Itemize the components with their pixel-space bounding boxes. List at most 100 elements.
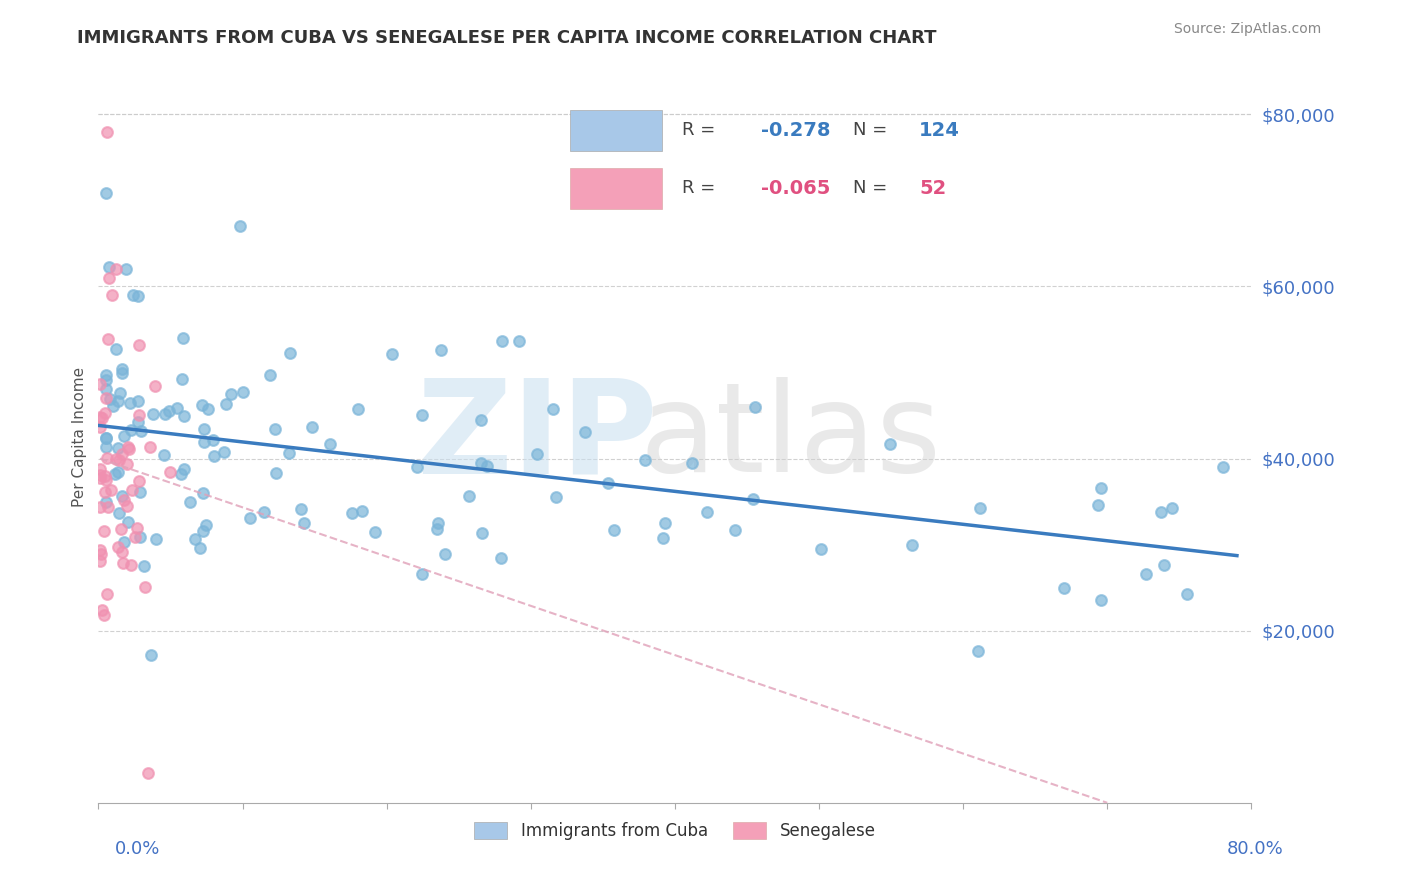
Point [111,447,134,461]
Point [411,409,433,423]
Point [744,401,766,415]
Point [98,271,121,285]
Point [120,558,142,573]
Point [107,394,129,409]
Point [967,644,990,658]
Point [121,423,143,437]
Point [89,462,111,476]
Point [112,534,135,549]
Point [104,342,127,356]
Point [471,526,494,541]
Point [603,523,626,537]
Point [157,404,180,418]
Point [190,541,212,556]
Point [90,603,112,617]
Point [115,457,138,471]
Point [96,125,118,139]
Point [96,186,118,201]
Point [598,475,620,490]
Point [96,391,118,405]
Point [1087,498,1109,512]
Point [107,441,129,455]
Point [741,492,763,507]
Point [193,486,215,500]
Point [193,435,215,450]
Point [89,470,111,484]
Point [633,452,655,467]
Point [94,485,117,500]
Point [112,493,135,508]
Point [89,409,111,424]
Point [1135,566,1157,581]
Point [108,453,131,467]
Point [172,331,194,345]
Point [651,531,673,545]
Text: IMMIGRANTS FROM CUBA VS SENEGALESE PER CAPITA INCOME CORRELATION CHART: IMMIGRANTS FROM CUBA VS SENEGALESE PER C… [77,29,936,46]
Point [170,372,193,386]
Point [1160,500,1182,515]
Point [489,551,512,566]
Point [117,440,139,454]
Point [681,457,703,471]
Legend: Immigrants from Cuba, Senegalese: Immigrants from Cuba, Senegalese [467,815,883,847]
Point [1175,586,1198,600]
Text: atlas: atlas [640,376,941,498]
Point [111,366,134,380]
Point [350,503,373,517]
Point [253,504,276,518]
Point [347,401,370,416]
Point [91,411,114,425]
Point [197,401,219,416]
Point [969,501,991,516]
Point [193,422,215,436]
Point [696,505,718,519]
Point [89,500,111,514]
Point [1153,558,1175,573]
Point [94,368,117,383]
Point [426,522,449,536]
Point [1090,482,1112,496]
Point [132,558,155,573]
Point [526,447,548,461]
Point [94,374,117,388]
Point [105,262,128,277]
Point [145,532,167,546]
Point [405,459,427,474]
Point [100,483,122,498]
Point [131,425,153,439]
Point [239,511,262,525]
Point [290,502,312,516]
Point [201,434,224,448]
Point [1053,582,1076,596]
Text: Source: ZipAtlas.com: Source: ZipAtlas.com [1174,22,1322,37]
Point [574,425,596,439]
Point [89,542,111,557]
Point [118,442,141,456]
Point [112,429,135,443]
Point [191,398,214,412]
Point [129,485,152,500]
Point [128,409,150,423]
Point [120,396,142,410]
Point [278,346,301,360]
Point [90,548,112,562]
Point [110,490,132,504]
Point [430,343,453,357]
Point [89,468,111,483]
Point [232,385,254,400]
Point [89,554,111,568]
Point [94,473,117,487]
Point [111,361,134,376]
Point [96,450,118,465]
Point [159,465,181,479]
Point [292,516,315,530]
Point [94,382,117,396]
Point [221,387,243,401]
Point [364,525,387,540]
Point [1212,460,1234,475]
Point [94,406,117,420]
Point [117,515,139,529]
Point [215,397,238,411]
Point [115,262,138,277]
Point [724,523,747,537]
